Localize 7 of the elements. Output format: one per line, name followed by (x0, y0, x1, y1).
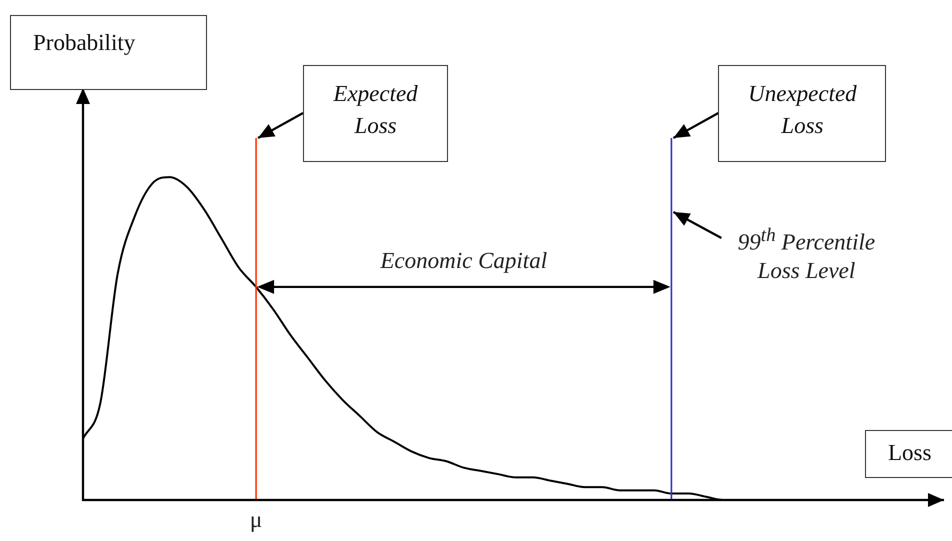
text: Probability (10, 15, 207, 90)
annotation: 99$^{th}$ Percentile Loss Level (736, 224, 876, 285)
annotation: Economic Capital (379, 246, 548, 275)
text: μ (248, 506, 264, 534)
x-axis-title: Loss (865, 430, 952, 478)
text: Unexpected Loss (718, 65, 886, 162)
text: Expected Loss (303, 65, 448, 162)
